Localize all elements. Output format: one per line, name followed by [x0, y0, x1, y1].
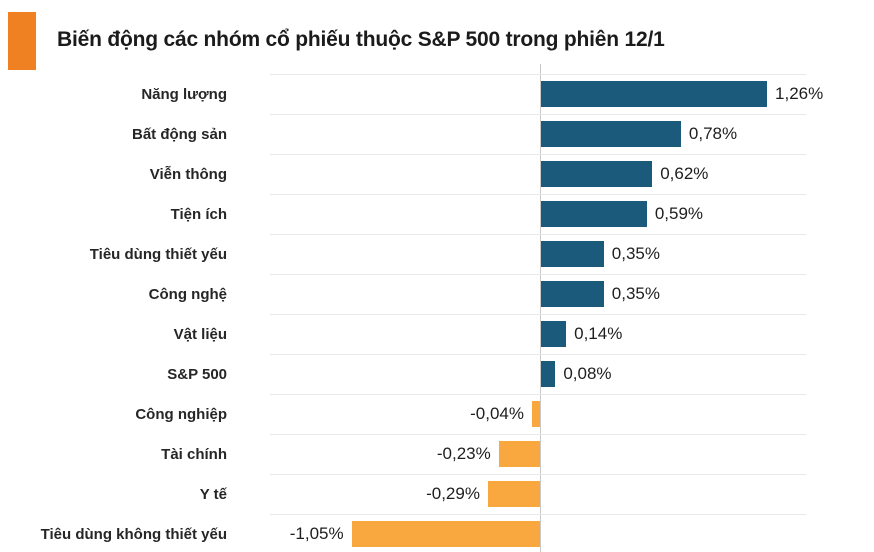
chart-row: Công nghệ 0,35% — [0, 274, 874, 314]
negative-bar — [487, 481, 540, 507]
chart-row: Bất động sản 0,78% — [0, 114, 874, 154]
chart-row: Vật liệu 0,14% — [0, 314, 874, 354]
chart-row: Công nghiệp -0,04% — [0, 394, 874, 434]
category-label: Tiện ích — [170, 205, 227, 223]
value-label: 0,59% — [654, 204, 704, 223]
value-label: 1,26% — [775, 84, 824, 103]
chart-row: Y tế -0,29% — [0, 474, 874, 514]
negative-bar — [532, 401, 540, 427]
value-label: 0,78% — [688, 124, 738, 143]
row-gridline — [270, 394, 806, 395]
value-label: 0,35% — [611, 244, 660, 263]
row-gridline — [270, 234, 806, 235]
row-gridline — [270, 74, 806, 75]
row-gridline — [270, 514, 806, 515]
plot-area: Năng lượng 1,26% Bất động sản 0,78% Viễn thô… — [0, 64, 874, 552]
value-label: 0,35% — [611, 284, 660, 303]
chart-row: Năng lượng 1,26% — [0, 74, 874, 114]
value-label: 0,08% — [563, 364, 612, 383]
positive-bar — [541, 121, 681, 147]
value-label: 0,14% — [574, 324, 623, 343]
positive-bar — [541, 281, 604, 307]
value-label: -0,23% — [436, 444, 491, 463]
row-gridline — [270, 434, 806, 435]
chart-row: Viễn thông 0,62% — [0, 154, 874, 194]
positive-bar — [541, 81, 768, 107]
category-label: Vật liệu — [173, 325, 227, 343]
zero-axis-line — [540, 64, 541, 552]
category-label: Tài chính — [161, 445, 227, 463]
category-label: S&P 500 — [167, 365, 227, 383]
value-label: -0,04% — [470, 404, 524, 423]
chart-row: Tiêu dùng thiết yếu 0,35% — [0, 234, 874, 274]
row-gridline — [270, 114, 806, 115]
positive-bar — [541, 361, 556, 387]
category-label: Bất động sản — [131, 125, 227, 143]
value-label: -0,29% — [426, 484, 480, 503]
value-label: 0,62% — [660, 164, 709, 183]
chart-title: Biến động các nhóm cổ phiếu thuộc S&P 50… — [57, 28, 665, 51]
row-gridline — [270, 194, 806, 195]
chart-row: S&P 500 0,08% — [0, 354, 874, 394]
category-label: Y tế — [199, 485, 227, 503]
negative-bar — [351, 521, 540, 547]
bar-rows: Năng lượng 1,26% Bất động sản 0,78% Viễn thô… — [0, 74, 874, 552]
row-gridline — [270, 354, 806, 355]
positive-bar — [541, 201, 647, 227]
chart-row: Tiện ích 0,59% — [0, 194, 874, 234]
chart-row: Tiêu dùng không thiết yếu -1,05% — [0, 514, 874, 552]
positive-bar — [541, 321, 567, 347]
row-gridline — [270, 274, 806, 275]
category-label: Năng lượng — [141, 85, 227, 103]
category-label: Viễn thông — [149, 165, 227, 183]
chart-row: Tài chính -0,23% — [0, 434, 874, 474]
positive-bar — [541, 241, 604, 267]
row-gridline — [270, 314, 806, 315]
category-label: Tiêu dùng không thiết yếu — [40, 525, 227, 543]
category-label: Tiêu dùng thiết yếu — [89, 245, 227, 263]
negative-bar — [498, 441, 540, 467]
title-accent-bar — [8, 12, 36, 70]
category-label: Công nghệ — [148, 285, 227, 303]
row-gridline — [270, 154, 806, 155]
positive-bar — [541, 161, 653, 187]
row-gridline — [270, 474, 806, 475]
value-label: -1,05% — [289, 524, 344, 543]
category-label: Công nghiệp — [135, 405, 227, 423]
